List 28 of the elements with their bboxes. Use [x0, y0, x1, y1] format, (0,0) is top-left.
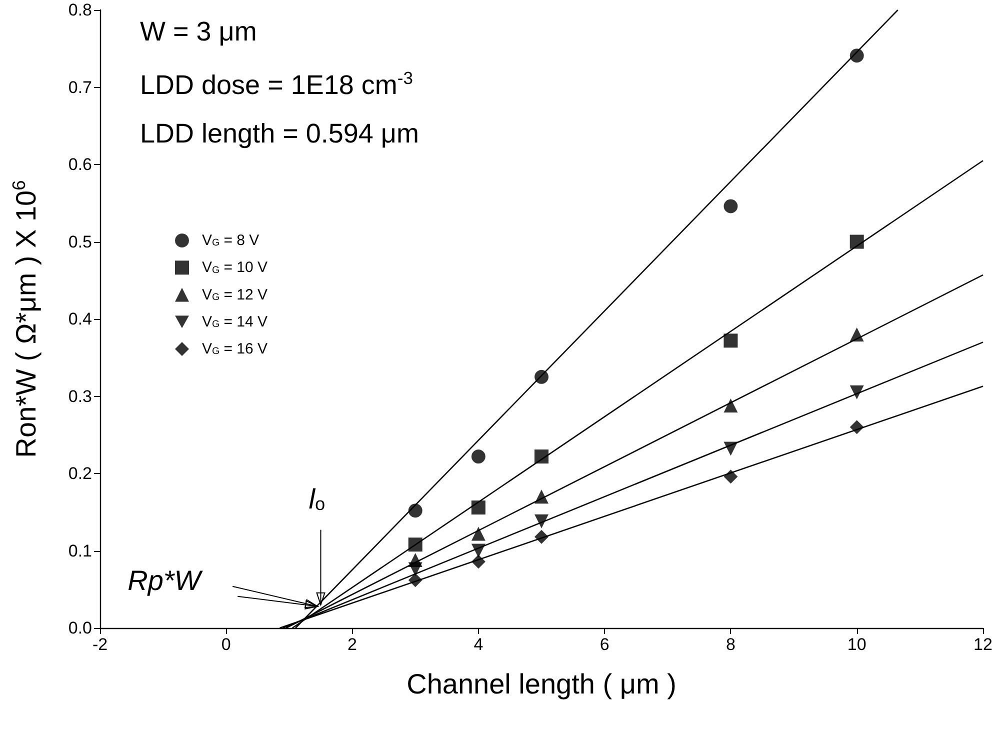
x-tick-label: 0	[221, 635, 231, 654]
y-tick-label: 0.3	[68, 386, 92, 406]
legend-label: VG = 12 V	[202, 286, 268, 304]
legend-label: VG = 16 V	[202, 340, 268, 358]
annotation: lo	[308, 483, 326, 514]
legend-label: VG = 8 V	[202, 232, 260, 249]
y-tick-label: 0.2	[68, 464, 92, 483]
y-tick-label: 0.4	[68, 310, 92, 328]
legend-label: VG = 10 V	[202, 259, 268, 276]
x-tick-label: -2	[92, 635, 108, 654]
x-tick-label: 6	[600, 635, 610, 654]
annotation: Rp*W	[128, 564, 204, 596]
x-tick-label: 10	[847, 635, 866, 654]
y-tick-label: 0.0	[68, 618, 92, 638]
y-axis-title: Ron*W ( Ω*μm ) X 106	[9, 180, 42, 458]
x-axis-title: Channel length ( μm )	[406, 668, 676, 700]
y-tick-label: 0.6	[68, 155, 92, 174]
annotation: W = 3 μm	[140, 16, 257, 46]
x-tick-label: 2	[348, 635, 358, 654]
x-tick-label: 8	[726, 635, 736, 654]
y-tick-label: 0.7	[68, 78, 92, 97]
legend-label: VG = 14 V	[202, 313, 268, 330]
y-tick-label: 0.5	[68, 232, 92, 252]
annotation: LDD length = 0.594 μm	[140, 118, 419, 148]
y-tick-label: 0.1	[68, 541, 92, 560]
x-tick-label: 4	[474, 635, 484, 654]
x-tick-label: 12	[974, 635, 992, 654]
y-tick-label: 0.8	[68, 0, 92, 20]
